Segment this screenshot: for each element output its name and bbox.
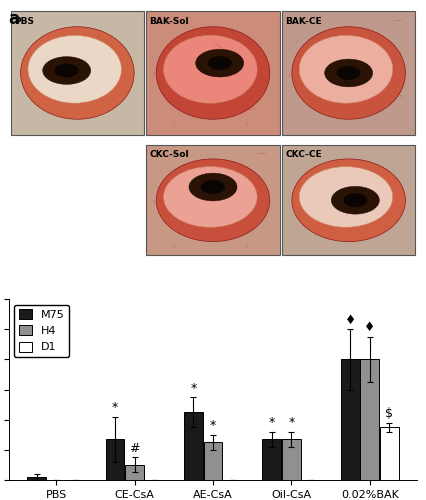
Ellipse shape bbox=[337, 66, 361, 80]
Ellipse shape bbox=[292, 159, 406, 242]
Ellipse shape bbox=[299, 36, 393, 103]
FancyBboxPatch shape bbox=[146, 12, 280, 134]
Text: ♦: ♦ bbox=[345, 314, 356, 327]
Ellipse shape bbox=[207, 56, 232, 70]
Ellipse shape bbox=[164, 36, 257, 103]
Bar bbox=[262, 440, 281, 480]
Ellipse shape bbox=[299, 166, 393, 228]
Ellipse shape bbox=[43, 56, 91, 84]
Text: *: * bbox=[210, 420, 216, 432]
FancyBboxPatch shape bbox=[282, 12, 415, 134]
Bar bbox=[341, 360, 360, 480]
Ellipse shape bbox=[343, 194, 367, 207]
Text: ♦: ♦ bbox=[364, 322, 375, 334]
Text: a: a bbox=[9, 10, 20, 28]
Text: *: * bbox=[269, 416, 275, 430]
Text: *: * bbox=[112, 402, 118, 414]
Ellipse shape bbox=[189, 173, 237, 201]
Ellipse shape bbox=[325, 59, 373, 87]
Bar bbox=[380, 427, 399, 480]
Ellipse shape bbox=[201, 180, 225, 194]
Ellipse shape bbox=[292, 26, 406, 119]
Ellipse shape bbox=[164, 166, 257, 228]
FancyBboxPatch shape bbox=[146, 145, 280, 256]
Ellipse shape bbox=[156, 159, 270, 242]
Bar bbox=[282, 440, 301, 480]
Ellipse shape bbox=[156, 26, 270, 119]
Text: CKC-Sol: CKC-Sol bbox=[150, 150, 189, 160]
Ellipse shape bbox=[331, 186, 380, 214]
Bar bbox=[184, 412, 203, 480]
Text: #: # bbox=[130, 442, 140, 455]
Legend: M75, H4, D1: M75, H4, D1 bbox=[14, 304, 69, 357]
Text: CKC-CE: CKC-CE bbox=[285, 150, 322, 160]
Ellipse shape bbox=[28, 36, 121, 103]
FancyBboxPatch shape bbox=[11, 12, 144, 134]
Ellipse shape bbox=[20, 26, 134, 119]
Bar bbox=[125, 465, 144, 480]
Bar bbox=[204, 442, 222, 480]
Text: BAK-Sol: BAK-Sol bbox=[150, 16, 189, 26]
Ellipse shape bbox=[55, 64, 79, 78]
Text: PBS: PBS bbox=[14, 16, 34, 26]
Ellipse shape bbox=[196, 49, 244, 77]
Text: BAK-CE: BAK-CE bbox=[285, 16, 322, 26]
FancyBboxPatch shape bbox=[282, 145, 415, 256]
Text: *: * bbox=[288, 416, 294, 430]
Bar bbox=[360, 360, 379, 480]
Text: $: $ bbox=[386, 408, 394, 420]
Bar bbox=[27, 477, 46, 480]
Text: *: * bbox=[190, 382, 196, 395]
Bar bbox=[106, 440, 124, 480]
